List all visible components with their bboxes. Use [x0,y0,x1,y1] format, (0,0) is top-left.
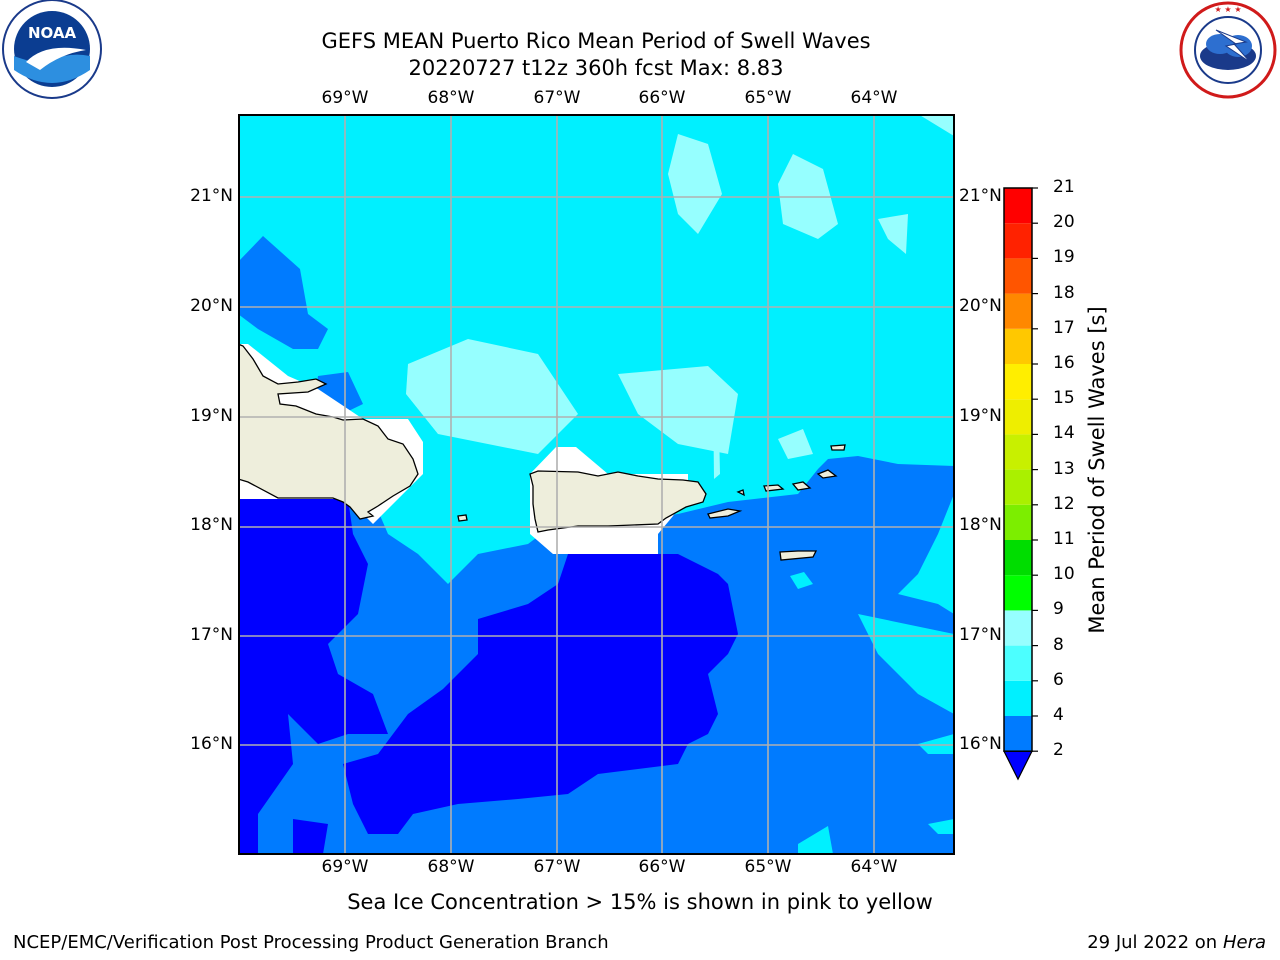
colorbar-tick-label: 13 [1053,458,1075,479]
land-virgin-islands [818,470,836,478]
lon-tick-top: 64°W [850,88,898,108]
lon-tick-bottom: 67°W [533,857,581,877]
colorbar-segment [1004,469,1032,505]
lat-tick-left: 20°N [190,296,233,316]
lat-tick-left: 17°N [190,625,233,645]
lat-tick-left: 21°N [190,186,233,206]
band-6-8-patch [790,572,813,589]
colorbar-segment [1004,504,1032,540]
noaa-logo-text: NOAA [28,24,77,42]
graticule [238,114,954,854]
land-virgin-islands [793,482,810,490]
lon-tick-bottom: 64°W [850,857,898,877]
colorbar-segment [1004,293,1032,329]
land-vieques [708,509,740,518]
band-8-9-patch [878,214,908,254]
lon-tick-top: 68°W [427,88,475,108]
lon-tick-bottom: 66°W [638,857,686,877]
footer-credit: NCEP/EMC/Verification Post Processing Pr… [13,932,609,953]
map-frame [238,114,955,855]
swell-period-map [238,114,955,855]
colorbar-tick-label: 17 [1053,317,1075,338]
colorbar-segment [1004,188,1032,224]
colorbar-tick-label: 4 [1053,705,1064,725]
lat-tick-left: 18°N [190,515,233,535]
map-title: GEFS MEAN Puerto Rico Mean Period of Swe… [321,29,871,53]
colorbar-tick-label: 19 [1053,247,1075,268]
colorbar-tick-label: 14 [1053,423,1075,444]
colorbar-segment [1004,434,1032,470]
colorbar-segment [1004,610,1032,646]
lat-tick-right: 17°N [959,625,1002,645]
colorbar-tick-label: 12 [1053,493,1075,514]
band-2-4 [293,819,328,854]
lat-tick-right: 21°N [959,186,1002,206]
colorbar-segment [1004,364,1032,400]
map-subtitle: 20220727 t12z 360h fcst Max: 8.83 [408,56,784,80]
colorbar-tick-label: 10 [1053,564,1075,585]
lon-tick-top: 65°W [744,88,792,108]
footer-date-text: 29 Jul 2022 on [1087,932,1223,953]
lon-tick-top: 66°W [638,88,686,108]
lon-tick-bottom: 68°W [427,857,475,877]
colorbar-segment [1004,645,1032,681]
lat-tick-left: 16°N [190,734,233,754]
colorbar-segment [1004,258,1032,294]
colorbar-tick-label: 20 [1053,212,1075,233]
colorbar-tick-label: 2 [1053,740,1064,761]
noaa-logo: NOAA [0,0,106,100]
band-6-8-patch [858,614,954,714]
land-st-croix [780,551,816,560]
colorbar-tick-label: 8 [1053,634,1064,655]
colorbar-tick-label: 11 [1053,529,1075,549]
colorbar-tick-label: 15 [1053,388,1075,409]
lat-tick-right: 16°N [959,734,1002,754]
colorbar-segment [1004,328,1032,364]
colorbar-tick-label: 9 [1053,599,1064,620]
band-6-8-patch [798,826,833,854]
colorbar-segment [1004,540,1032,576]
footer-date: 29 Jul 2022 on Hera [1087,932,1266,953]
band-2-4 [343,554,738,834]
band-4-6 [238,236,328,349]
band-8-9-patch [713,384,720,479]
band-6-8-patch [918,734,954,754]
svg-text:★ ★ ★: ★ ★ ★ [1214,5,1241,14]
colorbar-tick-label: 16 [1053,353,1075,373]
band-8-9-patch [406,339,578,454]
nws-logo: ★ ★ ★ [1176,0,1280,100]
band-8-9-patch [778,429,813,459]
band-2-4 [498,769,518,779]
lon-tick-bottom: 69°W [321,857,369,877]
colorbar-segment [1004,399,1032,435]
colorbar-tick-label: 21 [1053,177,1075,197]
land-hispaniola [238,344,418,519]
land-mona [458,515,467,521]
colorbar-tick-label: 6 [1053,669,1064,690]
lat-tick-right: 20°N [959,296,1002,316]
colorbar-extend-triangle [1003,750,1033,781]
colorbar-segment [1004,223,1032,259]
colorbar [1003,187,1038,781]
band-8-9-patch [618,366,738,454]
band-8-9-patch [668,134,722,234]
lon-tick-bottom: 65°W [744,857,792,877]
band-2-4 [238,499,388,854]
colorbar-segment [1004,575,1032,611]
lat-tick-left: 19°N [190,406,233,426]
band-6-8-patch [928,819,954,834]
lon-tick-top: 67°W [533,88,581,108]
lon-tick-top: 69°W [321,88,369,108]
colorbar-tick-label: 18 [1053,282,1075,303]
lat-tick-right: 18°N [959,515,1002,535]
sea-ice-note: Sea Ice Concentration > 15% is shown in … [347,890,933,914]
coastlines [238,343,846,561]
colorbar-title: Mean Period of Swell Waves [s] [1085,306,1109,634]
colorbar-segment [1004,680,1032,716]
footer-machine: Hera [1222,932,1266,953]
lat-tick-right: 19°N [959,406,1002,426]
colorbar-segment [1004,716,1032,752]
